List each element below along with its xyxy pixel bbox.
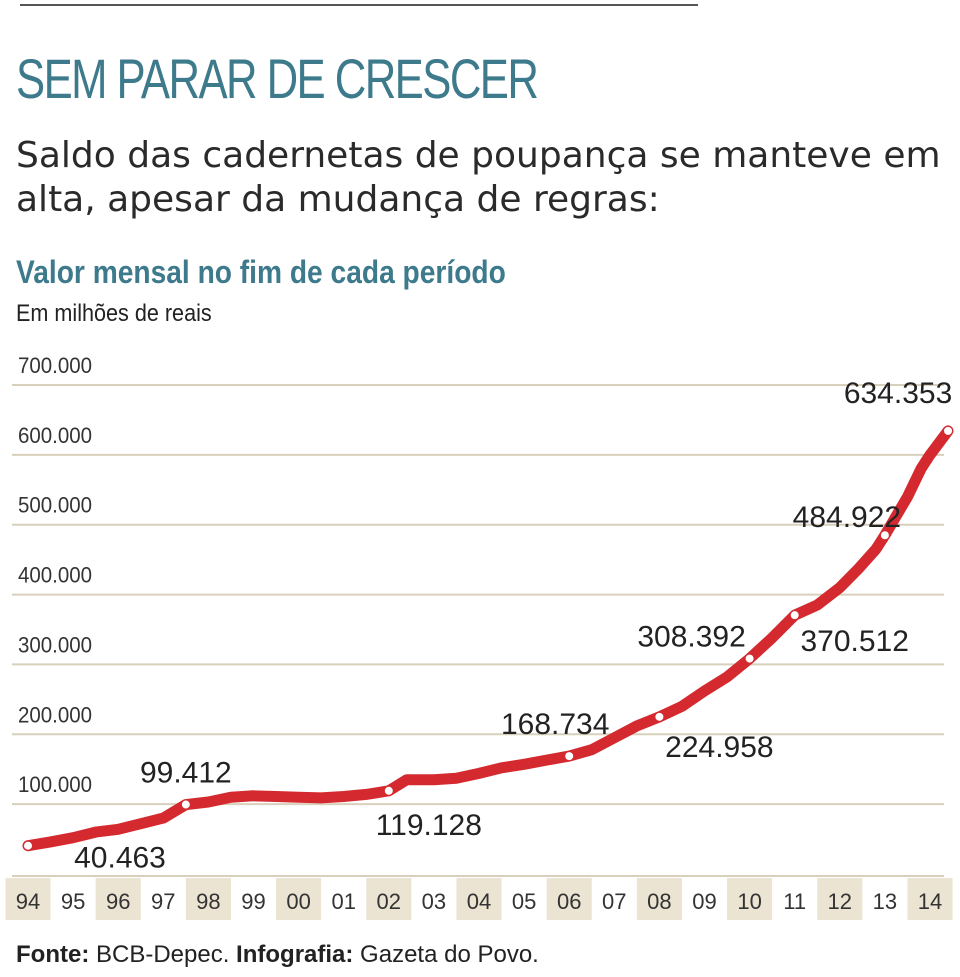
y-tick-label: 500.000 bbox=[18, 493, 92, 518]
x-band bbox=[185, 878, 231, 920]
data-label: 634.353 bbox=[844, 377, 952, 410]
data-label: 370.512 bbox=[800, 625, 908, 658]
x-band bbox=[276, 878, 322, 920]
x-band bbox=[907, 878, 953, 920]
x-band bbox=[366, 878, 412, 920]
x-tick-label: 07 bbox=[602, 889, 626, 914]
units-label: Em milhões de reais bbox=[16, 300, 212, 327]
x-tick-label: 09 bbox=[692, 889, 716, 914]
x-tick-label: 10 bbox=[737, 889, 761, 914]
x-tick-label: 00 bbox=[286, 889, 310, 914]
x-tick-label: 96 bbox=[106, 889, 130, 914]
x-band bbox=[546, 878, 592, 920]
x-tick-label: 08 bbox=[647, 889, 671, 914]
data-point-marker bbox=[23, 840, 33, 851]
x-tick-label: 99 bbox=[241, 889, 265, 914]
data-point-marker bbox=[943, 425, 954, 436]
data-point-marker bbox=[564, 751, 575, 762]
source-label: Fonte: bbox=[16, 941, 90, 968]
y-tick-label: 700.000 bbox=[18, 353, 92, 378]
x-tick-label: 11 bbox=[783, 889, 806, 914]
chart-subtitle: Saldo das cadernetas de poupança se mant… bbox=[16, 135, 941, 220]
panel-title: Valor mensal no fim de cada período bbox=[16, 254, 506, 290]
y-tick-label: 600.000 bbox=[18, 423, 92, 448]
data-point-marker bbox=[744, 653, 755, 664]
x-tick-label: 12 bbox=[828, 889, 852, 914]
x-band bbox=[95, 878, 141, 920]
year-bands bbox=[5, 878, 953, 920]
x-tick-label: 06 bbox=[557, 889, 581, 914]
data-point-marker bbox=[879, 530, 890, 541]
x-tick-label: 05 bbox=[512, 889, 536, 914]
x-tick-label: 03 bbox=[422, 889, 446, 914]
x-band bbox=[817, 878, 863, 920]
data-point-marker bbox=[789, 610, 800, 621]
x-band bbox=[727, 878, 773, 920]
x-tick-label: 94 bbox=[16, 889, 40, 914]
credit-value: Gazeta do Povo. bbox=[360, 941, 539, 968]
y-tick-label: 100.000 bbox=[18, 772, 92, 797]
x-band bbox=[5, 878, 51, 920]
data-label: 308.392 bbox=[637, 621, 745, 654]
y-axis-ticks: 100.000 200.000 300.000 400.000 500.000 600.0… bbox=[18, 353, 92, 797]
source-credit: Fonte: BCB-Depec. Infografia: Gazeta do … bbox=[16, 941, 539, 969]
data-point-marker bbox=[654, 711, 665, 722]
data-label: 484.922 bbox=[793, 501, 901, 534]
credit-label: Infografia: bbox=[236, 941, 354, 968]
x-tick-label: 13 bbox=[873, 889, 897, 914]
x-tick-label: 04 bbox=[467, 889, 491, 914]
x-tick-label: 97 bbox=[151, 889, 175, 914]
data-point-marker bbox=[180, 799, 191, 810]
x-tick-label: 14 bbox=[918, 889, 942, 914]
data-label: 99.412 bbox=[140, 757, 232, 790]
data-label: 40.463 bbox=[74, 842, 166, 875]
data-labels: 40.463 99.412 119.128 168.734 224.958 308.392… bbox=[23, 377, 954, 875]
y-tick-label: 300.000 bbox=[18, 632, 92, 657]
x-tick-label: 01 bbox=[331, 889, 355, 914]
x-axis-ticks: 94 95 96 97 98 99 00 01 02 03 04 05 06 07 08 09 10 11 12 13… bbox=[16, 889, 942, 914]
data-label: 168.734 bbox=[501, 708, 609, 741]
x-tick-label: 95 bbox=[61, 889, 85, 914]
x-band bbox=[456, 878, 502, 920]
y-tick-label: 400.000 bbox=[18, 563, 92, 588]
data-label: 119.128 bbox=[376, 809, 482, 842]
chart-headline: SEM PARAR DE CRESCER bbox=[16, 47, 539, 110]
data-point-marker bbox=[383, 785, 394, 796]
y-tick-label: 200.000 bbox=[18, 702, 92, 727]
x-band bbox=[636, 878, 682, 920]
x-tick-label: 98 bbox=[196, 889, 220, 914]
x-tick-label: 02 bbox=[377, 889, 401, 914]
line-chart: 100.000 200.000 300.000 400.000 500.000 600.0… bbox=[5, 353, 954, 920]
data-label: 224.958 bbox=[665, 731, 773, 764]
source-value: BCB-Depec. bbox=[95, 941, 230, 968]
gridlines bbox=[12, 384, 944, 877]
top-rule bbox=[20, 4, 698, 6]
